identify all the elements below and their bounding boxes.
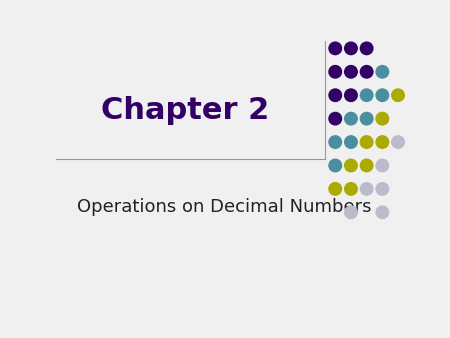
- Text: Operations on Decimal Numbers: Operations on Decimal Numbers: [77, 198, 372, 216]
- Ellipse shape: [329, 66, 342, 78]
- Ellipse shape: [376, 113, 389, 125]
- Ellipse shape: [376, 136, 389, 148]
- Ellipse shape: [345, 42, 357, 55]
- Ellipse shape: [345, 159, 357, 172]
- Ellipse shape: [376, 159, 389, 172]
- Ellipse shape: [376, 66, 389, 78]
- Ellipse shape: [345, 113, 357, 125]
- Ellipse shape: [345, 136, 357, 148]
- Ellipse shape: [329, 183, 342, 195]
- Ellipse shape: [345, 183, 357, 195]
- Ellipse shape: [392, 136, 404, 148]
- Ellipse shape: [345, 206, 357, 219]
- Ellipse shape: [329, 113, 342, 125]
- Ellipse shape: [360, 113, 373, 125]
- Text: Chapter 2: Chapter 2: [101, 96, 270, 125]
- Ellipse shape: [329, 136, 342, 148]
- Ellipse shape: [360, 183, 373, 195]
- Ellipse shape: [329, 42, 342, 55]
- Ellipse shape: [376, 183, 389, 195]
- Ellipse shape: [360, 42, 373, 55]
- Ellipse shape: [360, 89, 373, 101]
- Ellipse shape: [360, 159, 373, 172]
- Ellipse shape: [329, 159, 342, 172]
- Ellipse shape: [329, 89, 342, 101]
- Ellipse shape: [392, 89, 404, 101]
- Ellipse shape: [360, 136, 373, 148]
- Ellipse shape: [376, 206, 389, 219]
- Ellipse shape: [345, 89, 357, 101]
- Ellipse shape: [376, 89, 389, 101]
- Ellipse shape: [345, 66, 357, 78]
- Ellipse shape: [360, 66, 373, 78]
